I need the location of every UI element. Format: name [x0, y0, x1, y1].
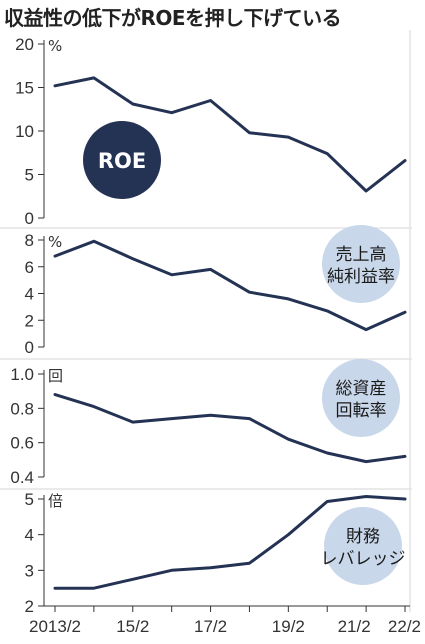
y-tick-label: 5 — [25, 490, 34, 509]
y-tick-label: 15 — [15, 79, 34, 98]
series-badge — [322, 225, 400, 303]
chart-title: 収益性の低下がROEを押し下げている — [4, 6, 342, 30]
x-tick-label: 21/2 — [338, 617, 371, 636]
y-tick-label: 0 — [25, 338, 34, 357]
series-line — [53, 239, 407, 332]
series-name-label: ROE — [98, 149, 146, 173]
y-tick-label: 2 — [25, 311, 34, 330]
y-tick-label: 2 — [25, 597, 34, 616]
y-tick-label: 5 — [25, 166, 34, 185]
series-badge — [83, 121, 161, 199]
series-name-label: 総資産 — [336, 379, 387, 399]
y-unit-label: 回 — [48, 367, 63, 385]
y-tick-label: 3 — [25, 561, 34, 580]
series-name-label: 財務 — [346, 527, 380, 547]
y-unit-label: % — [48, 37, 62, 55]
series-name-label: レバレッジ — [321, 549, 406, 569]
series-badge — [322, 359, 400, 437]
x-tick-label: 22/2 — [388, 617, 421, 636]
y-tick-label: 1.0 — [10, 365, 34, 384]
series-line — [53, 495, 407, 590]
y-tick-label: 8 — [25, 231, 34, 250]
y-unit-label: 倍 — [48, 492, 63, 510]
series-badge — [324, 507, 402, 585]
series-line — [53, 76, 407, 193]
y-tick-label: 10 — [15, 122, 34, 141]
y-tick-label: 0.8 — [10, 399, 34, 418]
y-tick-label: 20 — [15, 35, 34, 54]
y-tick-label: 4 — [25, 285, 34, 304]
series-name-label: 純利益率 — [327, 267, 395, 287]
x-tick-label: 2013/2 — [29, 617, 81, 636]
y-tick-label: 0 — [25, 209, 34, 228]
y-unit-label: % — [48, 233, 62, 251]
x-tick-label: 17/2 — [194, 617, 227, 636]
y-tick-label: 0.6 — [10, 434, 34, 453]
x-tick-label: 19/2 — [272, 617, 305, 636]
series-name-label: 売上高 — [336, 245, 387, 265]
y-tick-label: 4 — [25, 526, 34, 545]
series-line — [53, 393, 407, 464]
series-name-label: 回転率 — [336, 401, 387, 421]
y-tick-label: 6 — [25, 258, 34, 277]
y-tick-label: 0.4 — [10, 468, 34, 487]
x-tick-label: 15/2 — [116, 617, 149, 636]
